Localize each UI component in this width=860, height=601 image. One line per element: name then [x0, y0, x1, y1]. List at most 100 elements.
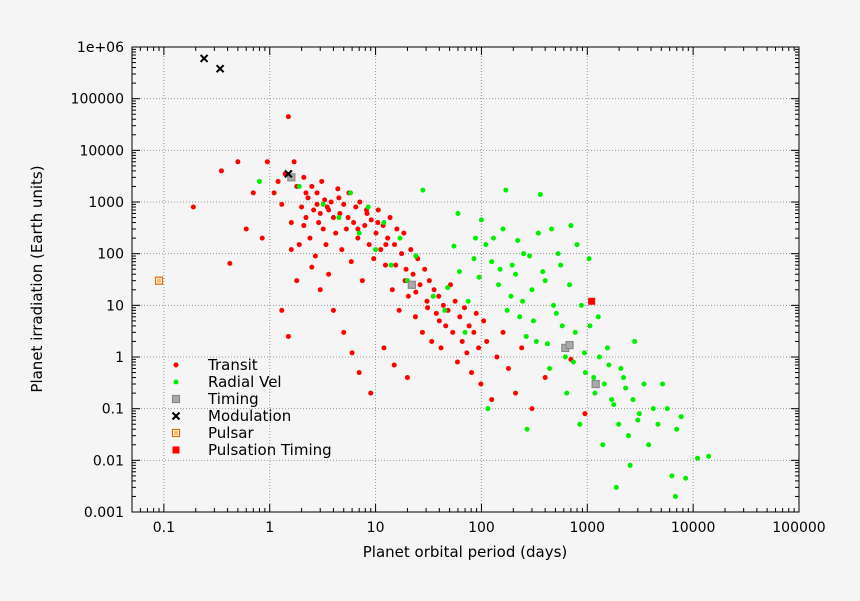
data-point	[473, 310, 479, 316]
data-point	[521, 251, 527, 257]
data-point	[588, 297, 596, 305]
data-point	[572, 329, 578, 335]
y-tick-label: 1	[115, 350, 124, 366]
data-point	[351, 220, 357, 226]
data-point	[517, 314, 523, 320]
data-point	[393, 262, 399, 268]
data-point	[582, 411, 588, 417]
data-point	[478, 381, 484, 387]
data-point	[405, 293, 411, 299]
data-point	[529, 406, 535, 412]
data-point	[362, 223, 368, 229]
data-point	[403, 266, 409, 272]
y-tick-label: 0.1	[102, 402, 124, 418]
legend-item: Transit	[173, 356, 258, 374]
data-point	[368, 390, 374, 396]
data-point	[596, 354, 602, 360]
data-point	[574, 242, 580, 248]
data-point	[513, 390, 519, 396]
data-point	[496, 282, 502, 288]
data-point	[339, 247, 345, 253]
data-point	[250, 190, 256, 196]
data-point	[396, 307, 402, 313]
legend-item: Modulation	[171, 407, 291, 425]
data-point	[457, 314, 463, 320]
data-point	[635, 417, 641, 423]
data-point	[383, 242, 389, 248]
data-point	[515, 237, 521, 243]
data-point	[587, 323, 593, 329]
data-point	[544, 341, 550, 347]
data-point	[355, 226, 361, 232]
legend-marker	[172, 446, 180, 454]
series-modulation	[199, 54, 293, 179]
data-point	[489, 259, 495, 265]
legend-marker	[171, 411, 181, 421]
data-point	[336, 215, 342, 221]
data-point	[413, 253, 419, 259]
data-point	[413, 289, 419, 295]
legend-label: Pulsar	[208, 424, 254, 442]
data-point	[555, 251, 561, 257]
x-tick-label: 10	[367, 520, 385, 536]
data-point	[650, 406, 656, 412]
data-point	[190, 204, 196, 210]
data-point	[365, 204, 371, 210]
y-tick-label: 10	[106, 298, 124, 314]
data-point	[613, 484, 619, 490]
data-point	[356, 230, 362, 236]
data-point	[312, 253, 318, 259]
data-point	[392, 242, 398, 248]
series-transit	[190, 114, 588, 417]
data-point	[366, 242, 372, 248]
data-point	[578, 302, 584, 308]
data-point	[549, 226, 555, 232]
data-point	[359, 278, 365, 284]
data-point	[341, 329, 347, 335]
data-point	[616, 421, 622, 427]
data-point	[431, 287, 437, 293]
data-point	[288, 247, 294, 253]
data-point	[301, 174, 307, 180]
data-point	[529, 287, 535, 293]
data-point	[471, 256, 477, 262]
data-point	[591, 379, 600, 389]
data-point	[440, 302, 446, 308]
data-point	[326, 271, 332, 277]
data-point	[678, 414, 684, 420]
data-point	[527, 253, 533, 259]
data-point	[494, 354, 500, 360]
data-point	[349, 350, 355, 356]
data-point	[582, 370, 588, 376]
data-point	[382, 262, 388, 268]
data-point	[442, 307, 448, 313]
data-point	[471, 329, 477, 335]
data-point	[375, 220, 381, 226]
data-point	[322, 197, 328, 203]
data-point	[553, 310, 559, 316]
data-point	[606, 362, 612, 368]
y-tick-label: 1000	[88, 195, 124, 211]
data-point	[279, 307, 285, 313]
data-point	[303, 215, 309, 221]
data-point	[336, 195, 342, 201]
data-point	[330, 215, 336, 221]
data-point	[706, 453, 712, 459]
data-point	[443, 323, 449, 329]
data-point	[683, 475, 689, 481]
data-point	[355, 235, 361, 241]
data-point	[323, 242, 329, 248]
data-point	[664, 406, 670, 412]
data-point	[519, 345, 525, 351]
y-tick-label: 100	[97, 247, 124, 263]
data-points	[154, 54, 712, 499]
data-point	[320, 226, 326, 232]
data-point	[337, 210, 343, 216]
data-point	[256, 178, 262, 184]
data-point	[387, 215, 393, 221]
data-point	[436, 293, 442, 299]
data-point	[343, 226, 349, 232]
data-point	[454, 359, 460, 365]
